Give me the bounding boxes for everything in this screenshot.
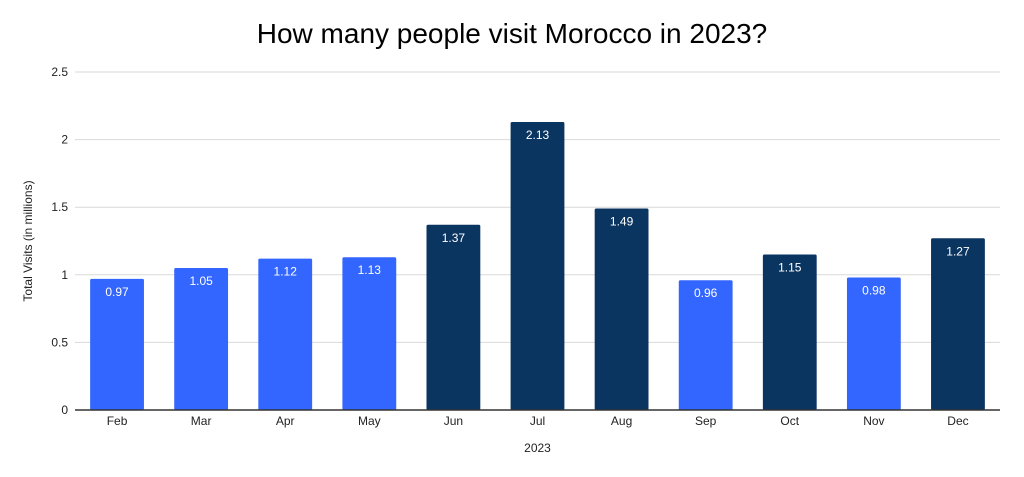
y-axis-label: Total Visits (in millions) <box>21 180 35 301</box>
x-axis-label: 2023 <box>524 441 551 455</box>
y-tick-label: 0.5 <box>51 335 68 349</box>
bar-mar <box>174 268 229 410</box>
bar-jul <box>510 122 565 411</box>
data-label: 0.97 <box>105 285 129 299</box>
y-tick-label: 2 <box>61 133 68 147</box>
x-tick-label: May <box>358 414 381 428</box>
data-label: 1.05 <box>189 274 213 288</box>
bar-oct <box>762 254 817 410</box>
bar-dec <box>931 238 985 410</box>
chart-title: How many people visit Morocco in 2023? <box>256 18 768 49</box>
data-label: 2.13 <box>526 128 550 142</box>
x-tick-label: Aug <box>611 414 632 428</box>
x-tick-label: Sep <box>695 414 717 428</box>
y-tick-label: 0 <box>61 403 68 417</box>
bar-feb <box>90 278 144 410</box>
data-label: 1.12 <box>274 265 298 279</box>
data-label: 1.13 <box>358 263 382 277</box>
bar-may <box>342 257 397 410</box>
y-tick-label: 1.5 <box>51 200 68 214</box>
data-label: 0.98 <box>862 284 886 298</box>
data-label: 1.49 <box>610 215 634 229</box>
x-tick-label: Jun <box>444 414 463 428</box>
x-tick-label: Mar <box>191 414 212 428</box>
data-label: 1.15 <box>778 261 802 275</box>
bar-apr <box>258 258 313 410</box>
x-tick-label: Jul <box>530 414 545 428</box>
x-tick-label: Apr <box>276 414 295 428</box>
x-tick-label: Feb <box>107 414 128 428</box>
x-tick-label: Oct <box>780 414 799 428</box>
y-tick-label: 2.5 <box>51 65 68 79</box>
bar-jun <box>426 224 481 410</box>
data-label: 1.27 <box>946 244 970 258</box>
data-label: 1.37 <box>442 231 466 245</box>
bar-nov <box>846 277 901 410</box>
y-tick-label: 1 <box>61 268 68 282</box>
data-label: 0.96 <box>694 286 718 300</box>
bar-aug <box>594 208 649 410</box>
bar-sep <box>678 280 733 410</box>
x-tick-label: Dec <box>947 414 968 428</box>
x-tick-label: Nov <box>863 414 884 428</box>
